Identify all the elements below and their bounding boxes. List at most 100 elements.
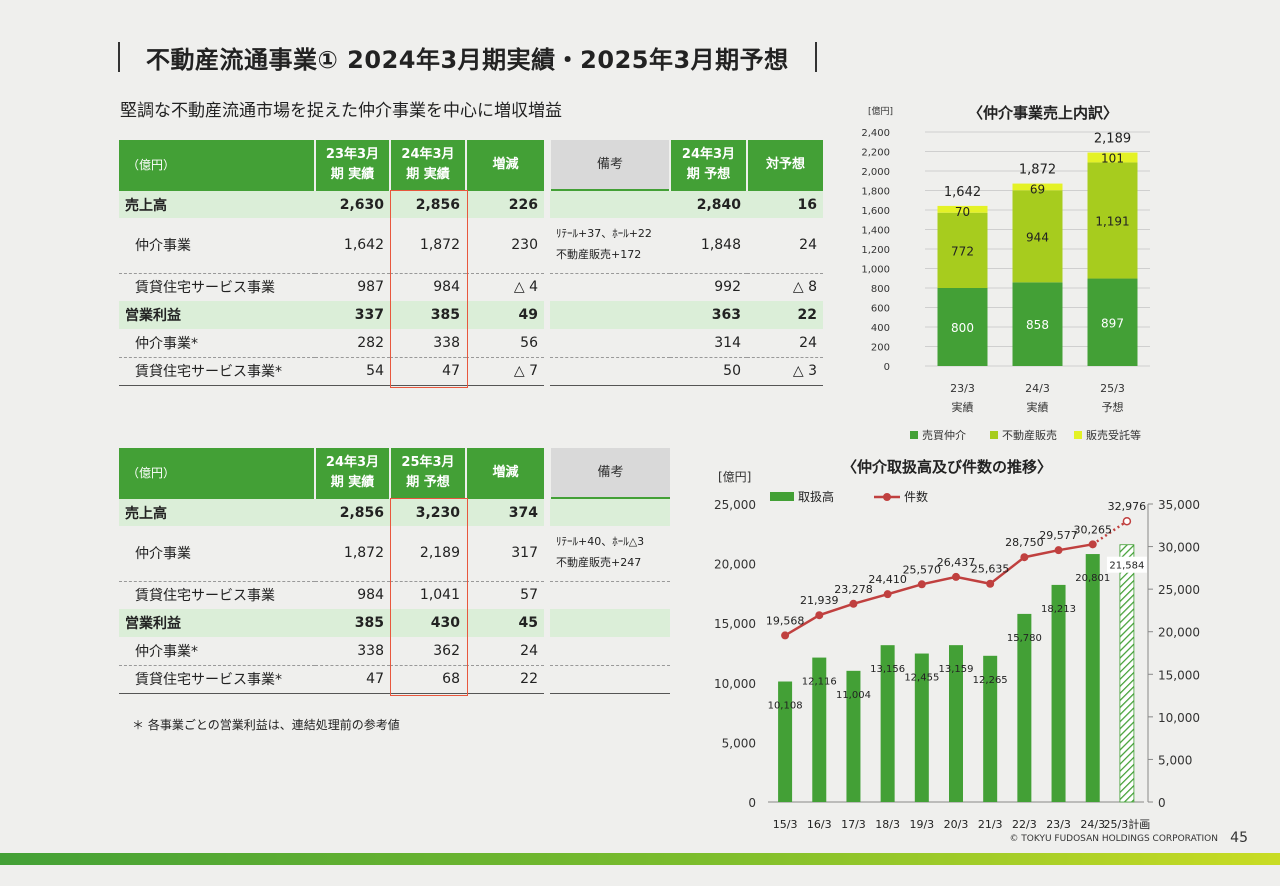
cell: 314 [670,329,747,358]
cell: 984 [357,587,384,604]
x-tick-label: 23/3 [950,382,975,395]
cell: 50 [670,357,747,386]
count-line [784,543,1093,637]
title-right-bar [814,42,817,72]
col-header: 備考 [549,140,670,190]
cell: 363 [670,301,747,329]
col-header: 24年3月期 実績 [314,448,390,498]
line-point [952,572,960,581]
cell: 47 [390,357,466,386]
cell: 2,856 [390,189,466,218]
x-tick-label: 20/3 [944,818,969,831]
row-label: 賃貸住宅サービス事業* [119,357,315,386]
table-row: 売上高 2,856 3,230 374 [119,497,670,526]
cell: 22 [466,665,544,694]
bar-segment [1087,162,1138,279]
cell: 57 [520,587,538,604]
legend-swatch-point [883,493,891,501]
note-cell [550,357,670,386]
cell: 68 [390,665,466,694]
data-label: 101 [1101,152,1124,166]
bar-segment [937,288,988,366]
cell: 22 [747,301,823,329]
cell: 338 [315,637,390,666]
data-label: 70 [955,205,970,219]
row-label: 売上高 [119,497,315,526]
y-right-tick-label: 30,000 [1158,541,1200,555]
line-point [1020,553,1029,562]
y-left-tick-label: 5,000 [722,736,756,750]
y-left-tick-label: 15,000 [714,617,756,631]
cell: 385 [315,609,390,637]
line-data-label: 26,437 [937,556,976,569]
line-data-label: 29,577 [1039,529,1078,542]
cell: 1,041 [419,587,460,604]
y-right-tick-label: 5,000 [1158,753,1192,767]
y-axis-unit: [億円] [718,470,751,484]
note-cell [550,609,670,637]
cell: 385 [390,301,466,329]
footnote: ＊ 各事業ごとの営業利益は、連結処理前の参考値 [132,718,400,732]
data-label: 944 [1026,230,1049,244]
x-tick-label: 24/3 [1080,818,1105,831]
row-label: 営業利益 [119,301,315,329]
legend-swatch-bar [770,492,794,501]
legend-label: 取扱高 [798,489,834,504]
note-cell [550,665,670,694]
row-label: 仲介事業* [119,329,315,358]
legend-label: 件数 [904,489,928,504]
cell: 54 [315,357,390,386]
x-tick-label: 18/3 [875,818,900,831]
unit-label: （億円） [119,140,315,190]
cell: △ 4 [513,279,538,296]
line-point [883,590,892,599]
table-row: 売上高 2,630 2,856 226 2,840 16 [119,189,823,218]
row-label: 仲介事業 [119,218,315,274]
cell: 1,872 [390,218,466,274]
table-row: 仲介事業 1,872 2,189 317 ﾘﾃｰﾙ+40、ﾎｰﾙ△3 不動産販売+… [119,526,670,582]
col-header: 24年3月期 実績 [389,140,466,190]
y-tick-label: 0 [884,362,890,373]
cell: 337 [315,301,390,329]
x-tick-label: 17/3 [841,818,866,831]
y-tick-label: 1,600 [861,206,890,217]
y-tick-label: 2,400 [861,128,890,139]
y-right-tick-label: 10,000 [1158,711,1200,725]
forecast-table-fy2025: （億円） 24年3月期 実績 25年3月期 予想 増減 備考 売上高 2,856… [119,448,670,694]
bar-data-label: 13,159 [939,664,974,675]
y-tick-label: 1,000 [861,265,890,276]
cell: 45 [466,609,544,637]
col-header: 増減 [465,448,544,498]
cell: 430 [390,609,466,637]
table-row: 営業利益 337 385 49 363 22 [119,301,823,329]
note-cell: ﾘﾃｰﾙ+37、ﾎｰﾙ+22 不動産販売+172 [550,218,670,274]
unit-label: （億円） [119,448,315,498]
y-right-tick-label: 35,000 [1158,498,1200,512]
line-point [917,580,926,589]
row-label: 仲介事業 [119,526,315,582]
note-cell [550,273,670,301]
legend-swatch [910,431,918,439]
total-label: 1,872 [1019,163,1056,178]
bar-segment [937,205,988,213]
line-data-label: 28,750 [1005,536,1044,549]
data-label: 897 [1101,316,1124,330]
cell: 226 [466,189,544,218]
bar-data-label: 15,780 [1007,633,1042,644]
x-tick-label: 実績 [952,400,974,414]
bar-segment [1087,278,1138,366]
y-left-tick-label: 10,000 [714,677,756,691]
cell: 24 [466,637,544,666]
note-cell [550,581,670,609]
x-tick-label: 16/3 [807,818,832,831]
table-row: 仲介事業 1,642 1,872 230 ﾘﾃｰﾙ+37、ﾎｰﾙ+22 不動産販売… [119,218,823,274]
y-axis-unit: [億円] [868,105,893,117]
x-tick-label: 予想 [1102,400,1124,414]
table-header-row: （億円） 23年3月期 実績 24年3月期 実績 増減 備考 24年3月期 予想… [119,140,823,190]
y-left-tick-label: 25,000 [714,498,756,512]
line-data-label: 32,976 [1108,500,1147,513]
cell: 282 [315,329,390,358]
col-header: 備考 [549,448,670,498]
brokerage-breakdown-chart: [億円] 0 200 400 600 800 1,000 1,200 1,400 1,600 1,8… [861,105,1150,440]
x-tick-label: 22/3 [1012,818,1037,831]
